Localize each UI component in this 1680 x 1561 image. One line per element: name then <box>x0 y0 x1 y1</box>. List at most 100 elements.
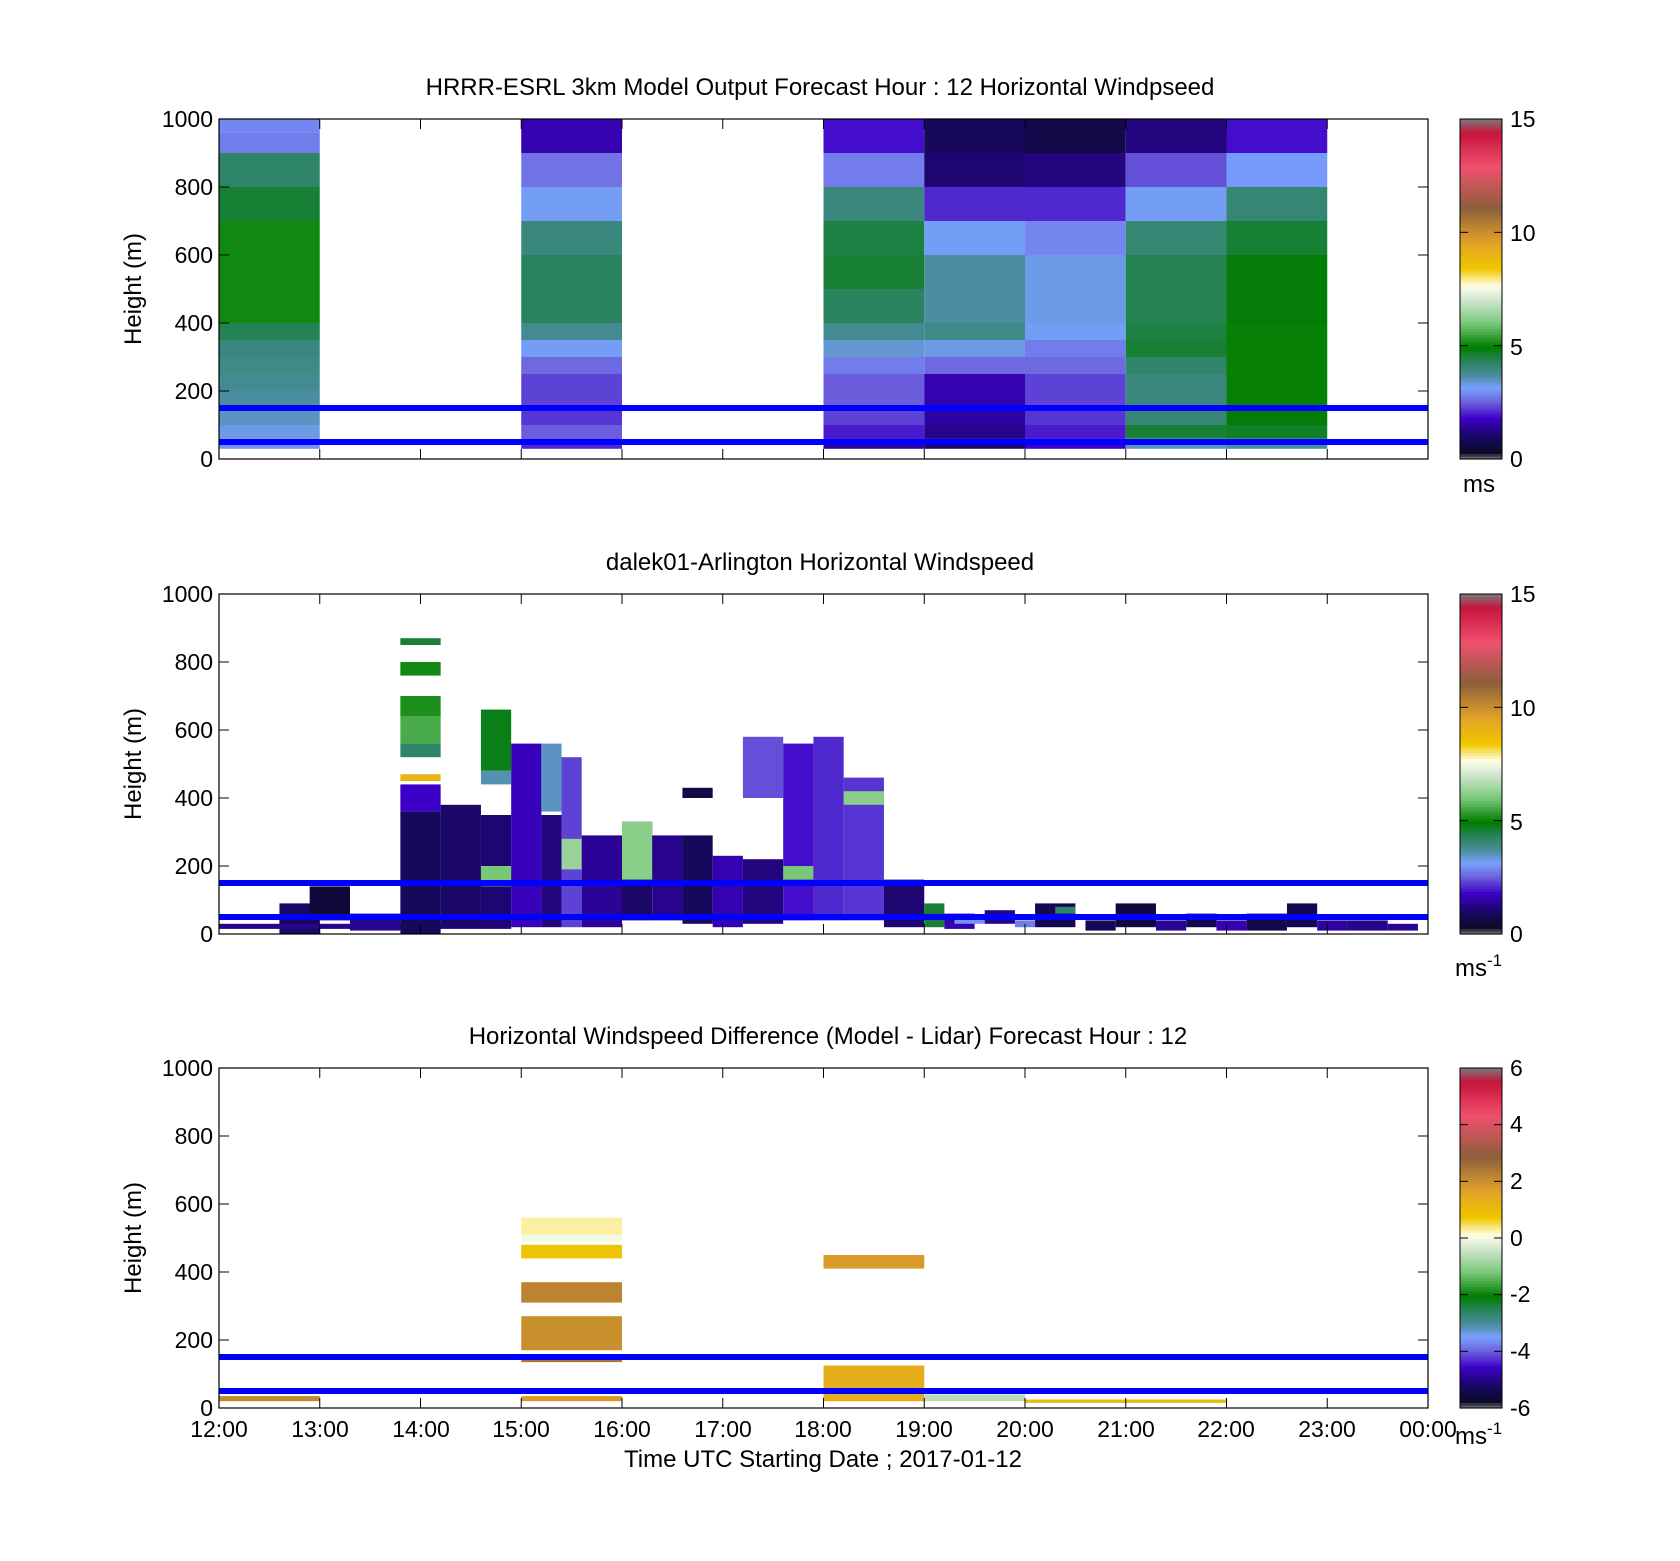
colorbar-swatch <box>1460 1286 1502 1290</box>
y-tick-label: 800 <box>175 649 213 675</box>
colorbar-swatch <box>1460 1155 1502 1160</box>
colorbar-swatch <box>1460 826 1502 830</box>
heatmap-cell <box>823 221 925 255</box>
colorbar-swatch <box>1460 1365 1502 1369</box>
colorbar-swatch <box>1460 155 1502 160</box>
colorbar-swatch <box>1460 229 1502 233</box>
colorbar-swatch <box>1460 738 1502 742</box>
colorbar-swatch <box>1460 240 1502 245</box>
colorbar-swatch <box>1460 405 1502 409</box>
heatmap-cell <box>521 119 622 153</box>
colorbar-swatch <box>1460 1087 1502 1092</box>
colorbar-swatch <box>1460 1266 1502 1270</box>
heatmap-cell <box>1226 374 1328 408</box>
heatmap-cell <box>1226 119 1328 153</box>
colorbar-swatch <box>1460 362 1502 367</box>
colorbar-swatch <box>1460 894 1502 898</box>
colorbar-swatch <box>1460 1345 1502 1350</box>
colorbar-swatch <box>1460 1121 1502 1126</box>
colorbar-swatch <box>1460 854 1502 859</box>
colorbar-swatch <box>1460 1161 1502 1165</box>
colorbar-swatch <box>1460 667 1502 672</box>
colorbar-swatch <box>1460 798 1502 802</box>
colorbar-tick-labels: 0 5 10 15 <box>1510 106 1536 472</box>
colorbar-swatch <box>1460 453 1502 457</box>
colorbar-swatch <box>1460 902 1502 907</box>
colorbar-swatch <box>1460 283 1502 287</box>
colorbar-swatch <box>1460 215 1502 219</box>
colorbar-swatch <box>1460 1116 1502 1120</box>
heatmap-cell <box>1125 153 1227 187</box>
heatmap-cell <box>521 1234 622 1242</box>
heatmap-cell <box>742 736 784 798</box>
colorbar-swatch <box>1460 1351 1502 1355</box>
heatmap-cell <box>1025 187 1126 221</box>
colorbar-swatch <box>1460 696 1502 700</box>
colorbar-swatch <box>1460 803 1502 808</box>
colorbar-swatch <box>1460 732 1502 737</box>
heatmap-cell <box>400 743 441 758</box>
heatmap-cell <box>1125 221 1227 255</box>
colorbar-swatch <box>1460 874 1502 878</box>
colorbar-swatch <box>1460 659 1502 663</box>
colorbar-swatch <box>1460 1277 1502 1282</box>
colorbar-swatch <box>1460 1249 1502 1253</box>
x-tick-label: 12:00 <box>190 1416 248 1442</box>
heatmap-cell <box>521 1217 622 1235</box>
colorbar-swatch <box>1460 379 1502 384</box>
colorbar-swatch <box>1460 1362 1502 1367</box>
colorbar-swatch <box>1460 232 1502 236</box>
colorbar-swatch <box>1460 611 1502 615</box>
colorbar-swatch <box>1460 1272 1502 1276</box>
colorbar-swatch <box>1460 1189 1502 1194</box>
colorbar-swatch <box>1460 636 1502 640</box>
colorbar-swatch <box>1460 832 1502 836</box>
colorbar-swatch <box>1460 300 1502 304</box>
heatmap-cell <box>813 736 844 921</box>
heatmap-cell <box>521 255 622 323</box>
colorbar-swatch <box>1460 374 1502 378</box>
colorbar-swatch <box>1460 181 1502 185</box>
colorbar-swatch <box>1460 605 1502 609</box>
colorbar-swatch <box>1460 1294 1502 1299</box>
colorbar-swatch <box>1460 829 1502 833</box>
colorbar-swatch <box>1460 439 1502 443</box>
colorbar-frame <box>1459 593 1503 935</box>
colorbar-swatch <box>1460 175 1502 180</box>
heatmap-cell <box>521 1316 622 1351</box>
y-axis-label: Height (m) <box>120 708 147 820</box>
colorbar-swatch <box>1460 158 1502 163</box>
heatmap-cells <box>219 119 1328 449</box>
colorbar-swatch <box>1460 150 1502 154</box>
heatmap-cell <box>1025 357 1126 374</box>
heatmap-cell <box>924 119 1025 153</box>
heatmap-cell <box>521 374 622 408</box>
heatmap-cell <box>521 1282 622 1303</box>
colorbar-swatch <box>1460 1204 1502 1208</box>
colorbar-swatch <box>1460 885 1502 890</box>
colorbar-swatch <box>1460 849 1502 853</box>
colorbar-swatch <box>1460 450 1502 454</box>
colorbar-swatch <box>1460 1068 1502 1072</box>
heatmap-cell <box>924 187 1025 221</box>
colorbar-swatch <box>1460 900 1502 904</box>
colorbar-swatch <box>1460 1198 1502 1202</box>
heatmap-cell <box>521 357 622 374</box>
colorbar-swatch <box>1460 419 1502 423</box>
heatmap-cell <box>1125 374 1227 408</box>
colorbar-swatch <box>1460 399 1502 403</box>
colorbar-swatch <box>1460 206 1502 211</box>
colorbar-swatch <box>1460 783 1502 788</box>
colorbar-swatch <box>1460 1096 1502 1100</box>
heatmap-cell <box>1226 153 1328 187</box>
colorbar-swatch <box>1460 914 1502 918</box>
x-tick-label: 22:00 <box>1197 1416 1255 1442</box>
colorbar-swatch <box>1460 908 1502 912</box>
heatmap-cell <box>480 770 512 785</box>
colorbar-swatch <box>1460 888 1502 893</box>
colorbar-swatch <box>1460 1405 1502 1409</box>
heatmap-cell <box>1125 340 1227 357</box>
heatmap-cell <box>1125 425 1227 439</box>
colorbar-tick-label: 0 <box>1510 921 1523 947</box>
y-tick-label: 400 <box>175 310 213 336</box>
